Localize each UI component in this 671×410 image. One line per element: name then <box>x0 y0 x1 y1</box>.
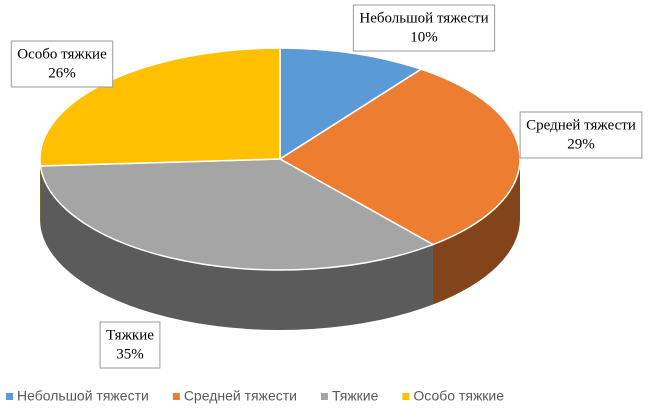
legend-label: Особо тяжкие <box>413 388 504 404</box>
legend-label: Тяжкие <box>332 388 379 404</box>
data-label-value: 35% <box>116 346 144 362</box>
data-label-name: Тяжкие <box>106 327 154 343</box>
data-label: Особо тяжкие 26% <box>10 40 114 88</box>
data-label-name: Средней тяжести <box>526 117 636 133</box>
slice <box>279 47 423 161</box>
data-label: Небольшой тяжести 10% <box>352 4 496 52</box>
data-label-box <box>352 4 496 52</box>
data-label-box <box>99 321 161 369</box>
data-label-box <box>519 111 643 159</box>
data-label-value: 29% <box>567 136 595 152</box>
data-label-value: 10% <box>410 29 438 45</box>
data-label: Тяжкие 35% <box>99 321 161 369</box>
data-label-name: Небольшой тяжести <box>359 10 488 26</box>
data-label-value: 26% <box>48 65 76 81</box>
slice-side <box>432 159 520 305</box>
slice-side <box>40 165 433 331</box>
legend-swatch <box>172 393 180 400</box>
legend-label: Небольшой тяжести <box>17 388 149 404</box>
data-label: Средней тяжести 29% <box>519 111 643 159</box>
legend-label: Средней тяжести <box>184 388 297 404</box>
slice <box>39 158 435 271</box>
legend-swatch <box>402 393 410 400</box>
legend-swatch <box>6 393 13 400</box>
data-label-name: Особо тяжкие <box>17 46 107 62</box>
legend-swatch <box>320 393 328 400</box>
data-label-box <box>10 40 114 88</box>
